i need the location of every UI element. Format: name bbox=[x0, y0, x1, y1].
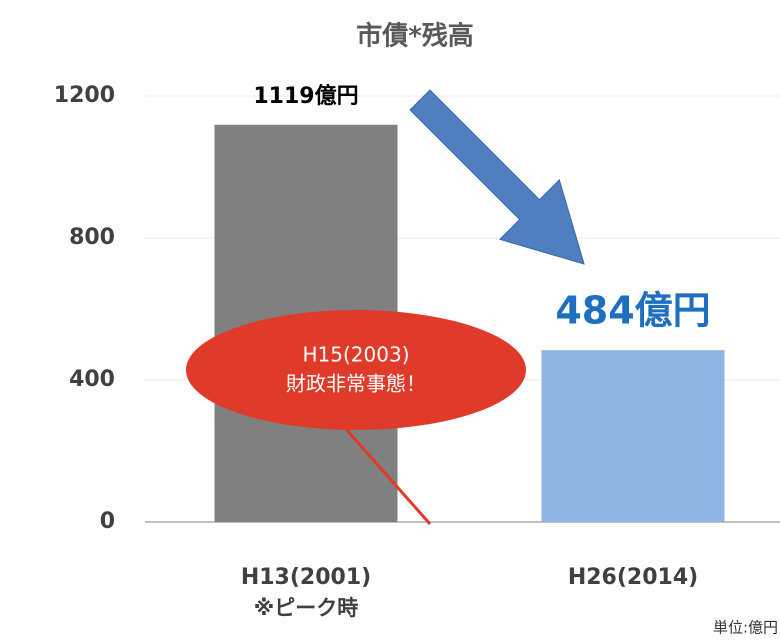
chart-title: 市債*残高 bbox=[356, 21, 474, 52]
value-label: 1119億円 bbox=[253, 83, 358, 109]
callout-text: 財政非常事態！ bbox=[286, 372, 426, 396]
peak-note: ※ピーク時 bbox=[254, 596, 358, 620]
x-tick-label: H26(2014) bbox=[568, 565, 698, 590]
callout-bubble bbox=[186, 310, 526, 430]
y-tick-label: 1200 bbox=[54, 83, 115, 108]
value-label: 484億円 bbox=[555, 289, 710, 333]
x-tick-label: H13(2001) bbox=[241, 565, 371, 590]
y-tick-label: 0 bbox=[100, 509, 115, 534]
callout-text: H15(2003) bbox=[303, 343, 410, 367]
unit-note: 単位:億円 bbox=[713, 619, 778, 637]
trend-arrow bbox=[409, 89, 585, 265]
y-tick-label: 800 bbox=[69, 225, 115, 250]
callout-line bbox=[343, 427, 432, 525]
bar bbox=[541, 350, 725, 522]
y-tick-label: 400 bbox=[69, 367, 115, 392]
